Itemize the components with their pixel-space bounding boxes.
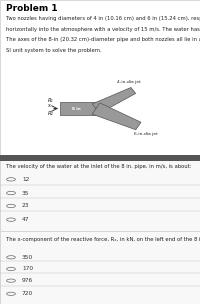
Text: The axes of the 8-in (20.32 cm)-diameter pipe and both nozzles all lie in a hori: The axes of the 8-in (20.32 cm)-diameter… xyxy=(6,37,200,42)
Polygon shape xyxy=(92,103,141,130)
Text: 4-in-dia jet: 4-in-dia jet xyxy=(117,80,141,84)
Text: 350: 350 xyxy=(22,255,33,260)
Text: 35: 35 xyxy=(22,191,30,195)
Text: Two nozzles having diameters of 4 in (10.16 cm) and 6 in (15.24 cm), respectivel: Two nozzles having diameters of 4 in (10… xyxy=(6,16,200,21)
Text: 976: 976 xyxy=(22,278,33,283)
Text: 720: 720 xyxy=(22,291,33,296)
Text: R₁: R₁ xyxy=(48,98,54,102)
Text: 47: 47 xyxy=(22,217,30,222)
Text: R₂: R₂ xyxy=(48,111,54,116)
Text: 12: 12 xyxy=(22,177,29,182)
Text: Problem 1: Problem 1 xyxy=(6,4,58,13)
Text: The x-component of the reactive force, Rₓ, in kN, on the left end of the 8 in. p: The x-component of the reactive force, R… xyxy=(6,237,200,242)
Text: horizontally into the atmosphere with a velocity of 15 m/s. The water has a dens: horizontally into the atmosphere with a … xyxy=(6,27,200,32)
Text: 6-in-dia jet: 6-in-dia jet xyxy=(134,132,158,136)
Bar xyxy=(60,102,96,115)
Text: 170: 170 xyxy=(22,267,33,271)
Polygon shape xyxy=(92,88,136,113)
Bar xyxy=(0,155,200,161)
Text: 8 in: 8 in xyxy=(72,106,81,111)
Text: x: x xyxy=(48,103,51,108)
Text: 23: 23 xyxy=(22,203,30,209)
Text: SI unit system to solve the problem.: SI unit system to solve the problem. xyxy=(6,48,102,53)
Text: The velocity of the water at the inlet of the 8 in. pipe, in m/s, is about:: The velocity of the water at the inlet o… xyxy=(6,164,192,169)
